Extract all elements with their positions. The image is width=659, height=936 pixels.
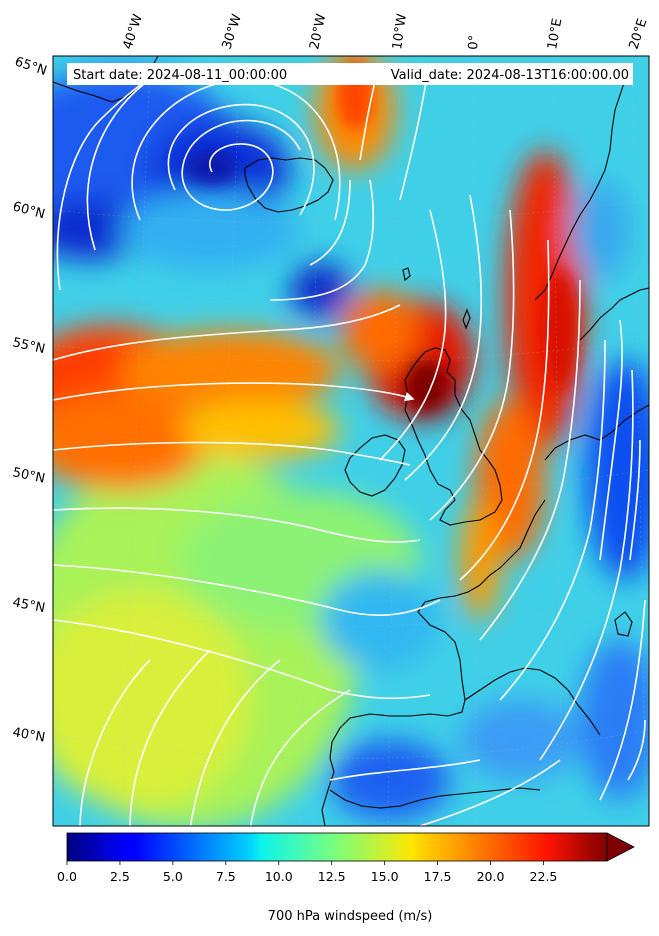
windspeed-field (53, 56, 649, 826)
longitude-labels: 40°W 30°W 20°W 10°W 0° 10°E 20°E (121, 12, 651, 51)
lon-label-40w: 40°W (121, 12, 146, 51)
coast-africa (329, 787, 541, 809)
coast-med (464, 667, 601, 736)
lat-label-45n: 45°N (11, 595, 46, 616)
coast-faroe (402, 267, 411, 281)
coast-ireland (344, 434, 406, 497)
coast-germany (544, 404, 649, 461)
coastlines (53, 56, 649, 826)
coast-britain (404, 347, 503, 526)
streamlines (53, 69, 646, 826)
start-date-label: Start date: 2024-08-11_00:00:00 (73, 68, 287, 83)
colorbar: 0.0 2.5 5.0 7.5 10.0 12.5 15.0 17.5 20.0 22.5 700… (57, 832, 635, 924)
colorbar-ticks: 0.0 2.5 5.0 7.5 10.0 12.5 15.0 17.5 20.0 22.5 (57, 861, 557, 884)
valid-date-label: Valid_date: 2024-08-13T16:00:00.00 (391, 68, 629, 83)
lat-label-60n: 60°N (11, 199, 47, 222)
colorbar-tick-label: 20.0 (477, 869, 505, 884)
lon-label-0: 0° (466, 34, 482, 50)
colorbar-label: 700 hPa windspeed (m/s) (268, 909, 433, 924)
colorbar-tick-label: 5.0 (163, 869, 183, 884)
coast-shetland (462, 308, 471, 330)
lat-label-65n: 65°N (13, 55, 49, 79)
colorbar-tick-label: 7.5 (216, 869, 236, 884)
lon-label-10w: 10°W (390, 13, 410, 51)
coast-europe (321, 499, 546, 826)
map-header: Start date: 2024-08-11_00:00:00 Valid_da… (67, 63, 633, 85)
coast-sardinia (614, 611, 633, 637)
colorbar-tick-label: 17.5 (424, 869, 452, 884)
colorbar-tick-label: 10.0 (265, 869, 293, 884)
colorbar-tick-label: 2.5 (110, 869, 130, 884)
header-background (67, 63, 633, 85)
lat-label-55n: 55°N (11, 335, 46, 357)
colorbar-gradient (66, 832, 608, 862)
lon-label-10e: 10°E (545, 17, 565, 50)
lat-label-40n: 40°N (11, 725, 46, 745)
colorbar-tick-label: 22.5 (530, 869, 558, 884)
lat-label-50n: 50°N (11, 465, 46, 486)
map-panel (52, 55, 650, 827)
coast-iceland (244, 157, 334, 213)
colorbar-tick-label: 12.5 (318, 869, 346, 884)
lon-label-20w: 20°W (307, 12, 329, 50)
coast-denmark-baltic (579, 287, 649, 341)
lon-label-30w: 30°W (220, 12, 245, 51)
colorbar-tick-label: 15.0 (371, 869, 399, 884)
latitude-labels: 65°N 60°N 55°N 50°N 45°N 40°N (11, 55, 49, 746)
lon-label-20e: 20°E (627, 17, 651, 51)
colorbar-tick-label: 0.0 (57, 869, 77, 884)
colorbar-extend-triangle (606, 832, 635, 862)
coast-scandinavia (534, 64, 631, 301)
